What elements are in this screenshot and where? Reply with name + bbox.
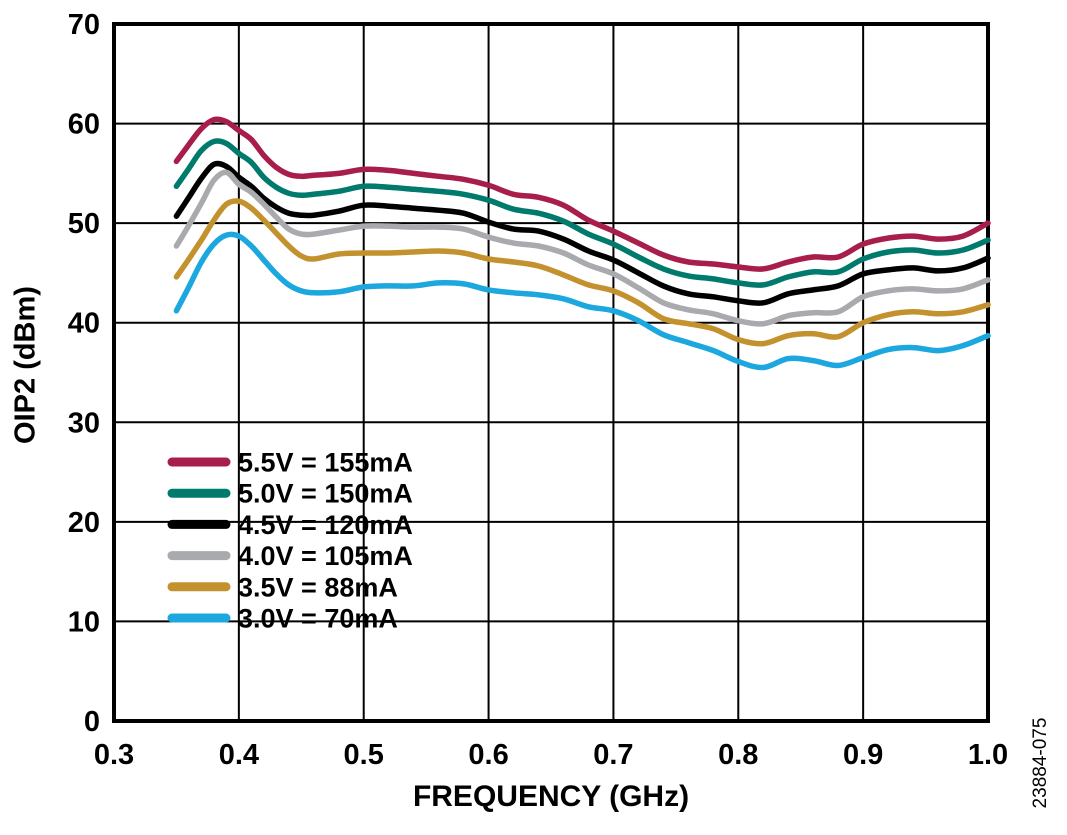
legend-label: 5.5V = 155mA bbox=[238, 448, 413, 478]
legend-label: 4.0V = 105mA bbox=[238, 541, 413, 571]
series-line-5p5 bbox=[173, 116, 991, 272]
y-tick-label: 20 bbox=[68, 507, 100, 539]
y-tick-label: 40 bbox=[68, 308, 100, 340]
x-tick-label: 0.4 bbox=[219, 739, 259, 771]
y-tick-label: 30 bbox=[68, 407, 100, 439]
legend-label: 5.0V = 150mA bbox=[238, 479, 413, 509]
legend-label: 3.5V = 88mA bbox=[238, 572, 398, 602]
x-tick-label: 0.6 bbox=[468, 739, 508, 771]
legend-label: 3.0V = 70mA bbox=[238, 604, 398, 634]
x-axis-title: FREQUENCY (GHz) bbox=[412, 780, 690, 813]
series-line-4p0 bbox=[173, 169, 991, 327]
y-tick-label: 70 bbox=[68, 9, 100, 41]
series-line-5p0 bbox=[173, 138, 991, 288]
x-tick-label: 1.0 bbox=[968, 739, 1008, 771]
y-tick-label: 0 bbox=[84, 706, 100, 738]
x-tick-label: 0.5 bbox=[344, 739, 384, 771]
series-line-3p0 bbox=[173, 231, 991, 371]
y-tick-label: 50 bbox=[68, 208, 100, 240]
y-tick-label: 60 bbox=[68, 109, 100, 141]
series-line-4p5 bbox=[173, 160, 991, 306]
x-tick-label: 0.8 bbox=[718, 739, 758, 771]
y-tick-label: 10 bbox=[68, 606, 100, 638]
legend-label: 4.5V = 120mA bbox=[238, 510, 413, 540]
x-tick-label: 0.7 bbox=[593, 739, 633, 771]
y-axis-title: OIP2 (dBm) bbox=[9, 286, 42, 444]
plot-border bbox=[112, 22, 990, 723]
series-line-3p5 bbox=[173, 198, 991, 347]
x-tick-label: 0.9 bbox=[843, 739, 883, 771]
x-tick-label: 0.3 bbox=[94, 739, 134, 771]
figure-number: 23884-075 bbox=[1030, 717, 1051, 809]
